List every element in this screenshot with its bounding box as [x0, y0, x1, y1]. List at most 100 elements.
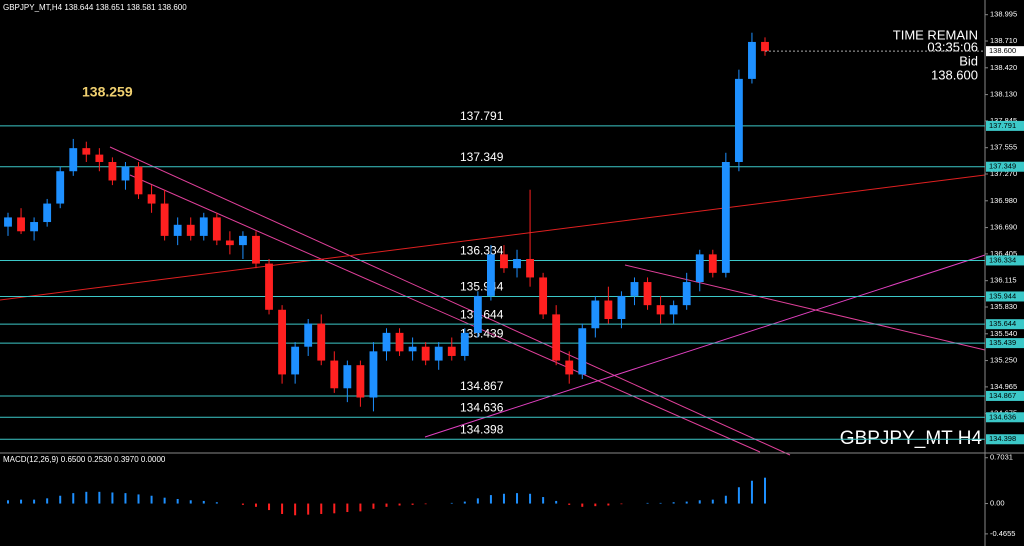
level-label: 137.349	[460, 150, 504, 164]
trend-line	[109, 146, 791, 456]
candle-body	[173, 224, 182, 236]
candle-body	[552, 314, 561, 361]
y-tick-label: 136.690	[990, 223, 1017, 232]
level-tag-label: 136.334	[989, 255, 1016, 264]
macd-tick-label: 0.7031	[990, 453, 1013, 462]
level-tag-label: 134.636	[989, 412, 1016, 421]
candle-body	[134, 166, 143, 195]
candle-body	[278, 309, 287, 375]
current-price-tag	[986, 46, 1024, 57]
candle-body	[500, 254, 508, 269]
y-tick-label: 135.250	[990, 356, 1017, 365]
y-tick-label: 136.115	[990, 276, 1017, 285]
y-tick-label: 138.995	[990, 10, 1017, 19]
candle-body	[682, 282, 691, 306]
current-price-label: 138.600	[989, 46, 1016, 55]
level-label: 134.636	[460, 400, 504, 414]
annotation: 138.259	[82, 84, 133, 100]
level-tag	[986, 291, 1024, 302]
level-tag-label: 137.349	[989, 162, 1016, 171]
trend-lines	[0, 146, 986, 456]
candle-body	[199, 217, 208, 236]
candle-body	[225, 240, 234, 246]
level-label: 135.944	[460, 280, 504, 294]
y-tick-label: 135.540	[990, 329, 1017, 338]
candle-body	[395, 332, 404, 352]
candle-body	[317, 323, 326, 361]
time-remain-value: 03:35:06	[927, 39, 978, 54]
candle-body	[604, 300, 613, 320]
level-tag	[986, 390, 1024, 401]
trend-line	[424, 254, 986, 438]
candle-body	[265, 263, 273, 310]
candle-body	[434, 346, 443, 361]
y-tick-label: 136.980	[990, 196, 1017, 205]
y-tick-label: 137.845	[990, 116, 1017, 125]
bid-value: 138.600	[931, 67, 978, 82]
level-tag-label: 135.439	[989, 338, 1016, 347]
candle-body	[304, 323, 313, 347]
candle-body	[473, 295, 482, 333]
macd-title: MACD(12,26,9) 0.6500 0.2530 0.3970 0.000…	[3, 455, 166, 464]
level-label: 135.644	[460, 307, 504, 321]
candle-body	[239, 235, 247, 246]
candle-body	[643, 282, 652, 306]
candle-body	[539, 277, 548, 315]
level-label: 135.439	[460, 326, 504, 340]
level-tag	[986, 255, 1024, 266]
time-remain-title: TIME REMAIN	[893, 27, 978, 42]
y-tick-label: 138.420	[990, 63, 1017, 72]
level-tag	[986, 319, 1024, 330]
candle-body	[369, 351, 378, 398]
candle-body	[4, 217, 12, 227]
bid-label: Bid	[959, 53, 978, 68]
level-tag	[986, 412, 1024, 423]
candle-body	[460, 332, 469, 356]
candle-body	[382, 332, 391, 352]
level-tag-label: 134.398	[989, 434, 1016, 443]
candle-body	[526, 258, 534, 278]
candle-body	[656, 305, 665, 315]
candle-body	[17, 217, 25, 232]
candle-body	[56, 171, 65, 204]
candle-body	[513, 258, 521, 269]
trend-line	[624, 264, 986, 351]
candle-body	[160, 203, 169, 236]
candle-body	[121, 166, 130, 181]
y-tick-label: 138.130	[990, 90, 1017, 99]
macd-tick-label: -0.4655	[990, 529, 1015, 538]
candle-body	[721, 162, 730, 273]
candle-body	[43, 203, 52, 223]
candle-body	[212, 217, 221, 241]
level-label: 136.334	[460, 244, 504, 258]
candle-body	[69, 148, 78, 172]
candle-body	[630, 282, 639, 296]
candle-body	[95, 154, 104, 163]
trend-line	[0, 174, 986, 301]
level-label: 134.398	[460, 422, 504, 436]
candle-body	[343, 365, 352, 389]
level-tag	[986, 434, 1024, 445]
candle-body	[186, 224, 195, 236]
candle-body	[591, 300, 600, 329]
header: GBPJPY_MT,H4 138.644 138.651 138.581 138…	[3, 3, 187, 12]
y-tick-label: 137.555	[990, 143, 1017, 152]
candle-body	[82, 148, 91, 155]
level-label: 134.867	[460, 379, 504, 393]
level-tag	[986, 120, 1024, 131]
candle-body	[30, 222, 39, 232]
y-tick-label: 134.965	[990, 382, 1017, 391]
y-tick-label: 137.270	[990, 169, 1017, 178]
level-tag-label: 135.944	[989, 291, 1016, 300]
candle-body	[447, 346, 456, 356]
symbol-label: GBPJPY_MT H4	[840, 428, 983, 449]
y-tick-label: 136.405	[990, 249, 1017, 258]
candle-body	[330, 360, 339, 389]
candle-body	[669, 305, 678, 315]
candle-body	[291, 346, 300, 375]
candle-body	[761, 41, 769, 52]
level-tag-label: 137.791	[989, 121, 1016, 130]
